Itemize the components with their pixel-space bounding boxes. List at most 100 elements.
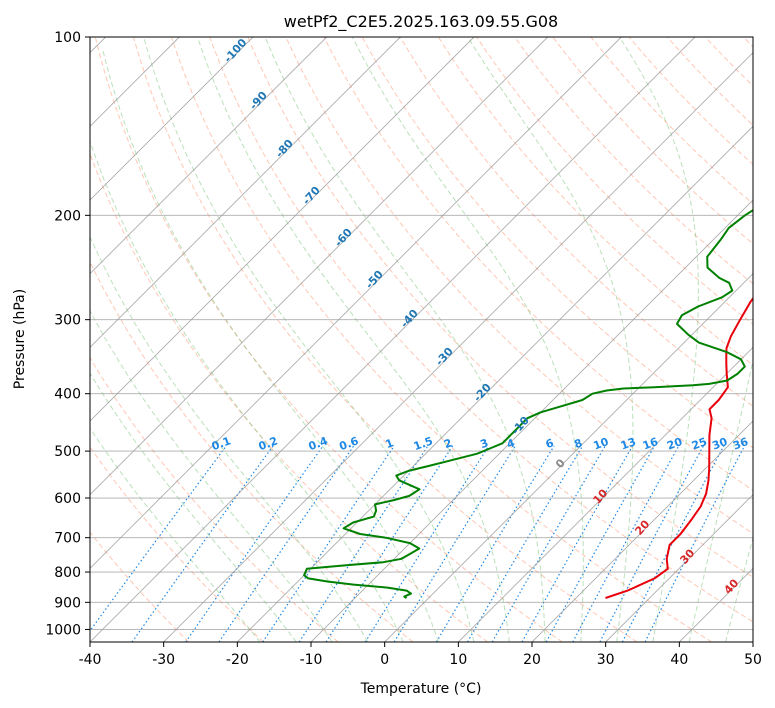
mixing-ratio-line (298, 445, 429, 642)
moist-adiabat-label: 10 (590, 486, 610, 506)
dry-adiabat-line (94, 37, 563, 642)
mixing-ratio-line (435, 445, 555, 642)
mixing-ratio-label: 20 (665, 435, 684, 453)
dry-adiabat-line (323, 37, 753, 491)
dry-adiabat-line (90, 356, 339, 642)
mixing-ratio-line (185, 445, 324, 642)
mixing-ratio-label: 0.1 (210, 434, 233, 453)
dewpoint-profile-line (303, 208, 753, 599)
mixing-ratio-line (262, 445, 395, 642)
mixing-ratio-line (521, 445, 634, 642)
mixing-ratio-line (621, 445, 725, 642)
y-tick-label: 1000 (45, 622, 81, 638)
mixing-ratio-label: 0.2 (257, 434, 280, 453)
dry-adiabat-label: -30 (433, 345, 456, 369)
mixing-ratio-label: 36 (731, 435, 750, 453)
moist-adiabat-line (90, 372, 297, 642)
mixing-ratio-label: 13 (619, 435, 638, 452)
x-tick-label: 50 (744, 652, 762, 668)
y-tick-label: 700 (54, 531, 81, 547)
dry-adiabat-line (361, 37, 753, 449)
x-tick-label: 20 (523, 652, 541, 668)
isotherm-line (237, 125, 753, 642)
dry-adiabat-line (171, 37, 712, 642)
isotherm-line (752, 641, 753, 642)
moist-adiabat-line (90, 139, 404, 642)
mixing-ratio-line (393, 445, 516, 642)
mixing-ratio-line (90, 445, 227, 632)
dry-adiabat-line (90, 152, 488, 642)
isotherm-line (531, 420, 753, 642)
mixing-ratio-line (466, 445, 584, 642)
moist-adiabat-label: 0 (553, 456, 568, 471)
isotherm-line (458, 346, 753, 642)
mixing-ratio-label: 30 (710, 435, 729, 453)
mixing-ratio-label: 16 (641, 435, 660, 453)
mixing-ratio-line (644, 445, 746, 642)
dry-adiabat-line (132, 37, 638, 642)
mixing-ratio-line (572, 445, 680, 642)
isotherm-line (605, 494, 753, 642)
moist-adiabat-line (264, 37, 546, 642)
isotherm-line (90, 37, 475, 422)
dry-adiabat-label: -40 (398, 307, 421, 331)
mixing-ratio-label: 3 (478, 436, 490, 451)
dry-adiabat-label: -100 (221, 36, 249, 65)
x-tick-label: 0 (380, 652, 389, 668)
dry-adiabat-line (90, 531, 190, 642)
x-tick-label: -40 (79, 652, 102, 668)
isotherm-line (90, 37, 696, 642)
plot-frame (89, 36, 754, 643)
isotherm-line (384, 273, 753, 642)
x-axis-label: Temperature (°C) (360, 681, 482, 697)
y-axis-label: Pressure (hPa) (12, 289, 28, 389)
mixing-ratio-label: 0.4 (307, 434, 330, 453)
moist-adiabat-line (725, 536, 753, 642)
mixing-ratio-line (325, 445, 454, 642)
y-tick-label: 400 (54, 387, 81, 403)
dry-adiabat-line (399, 37, 753, 407)
moist-adiabat-line (197, 37, 510, 642)
isotherm-line (90, 37, 254, 201)
moist-adiabat-line (90, 235, 369, 642)
moist-adiabat-label: 40 (721, 576, 741, 596)
temperature-profile-line (605, 296, 753, 599)
dry-adiabat-label: -90 (247, 89, 270, 113)
moist-adiabat-line (351, 37, 584, 642)
mixing-ratio-line (131, 445, 274, 642)
moist-adiabat-line (762, 37, 775, 642)
mixing-ratio-label: 1.5 (412, 434, 435, 453)
dry-adiabat-label: -50 (363, 268, 386, 292)
profile-lines (303, 208, 753, 599)
x-tick-label: 10 (449, 652, 467, 668)
mixing-ratio-label: 10 (592, 435, 611, 453)
isotherm-line (90, 37, 401, 348)
chart-title: wetPf2_C2E5.2025.163.09.55.G08 (284, 12, 558, 32)
mixing-ratio-label: 25 (690, 435, 709, 452)
mixing-ratio-label: 4 (505, 436, 517, 451)
dry-adiabat-line (514, 37, 753, 285)
x-tick-label: -10 (300, 652, 323, 668)
isotherm-line (90, 37, 622, 569)
moist-adiabat-label: 30 (677, 546, 697, 566)
y-tick-label: 900 (54, 595, 81, 611)
moist-adiabat-line (143, 37, 475, 642)
x-tick-label: 40 (670, 652, 688, 668)
grid-lines (90, 37, 753, 642)
mixing-ratio-label: 2 (442, 436, 454, 451)
x-tick-label: -20 (226, 652, 249, 668)
line-labels: -100-90-80-70-60-50-40-30-20-10010203040… (210, 36, 750, 597)
moist-adiabat-line (467, 37, 634, 642)
isotherm-line (163, 52, 753, 642)
mixing-ratio-line (599, 445, 704, 642)
dry-adiabat-line (704, 37, 753, 87)
y-tick-label: 500 (54, 444, 81, 460)
background-lines (90, 37, 775, 642)
dry-adiabat-label: -80 (273, 137, 296, 161)
moist-adiabat-line (102, 49, 439, 642)
dry-adiabat-line (285, 37, 753, 535)
isotherm-line (90, 37, 548, 496)
mixing-ratio-label: 1 (384, 436, 396, 451)
mixing-ratio-label: 0.6 (338, 434, 361, 453)
